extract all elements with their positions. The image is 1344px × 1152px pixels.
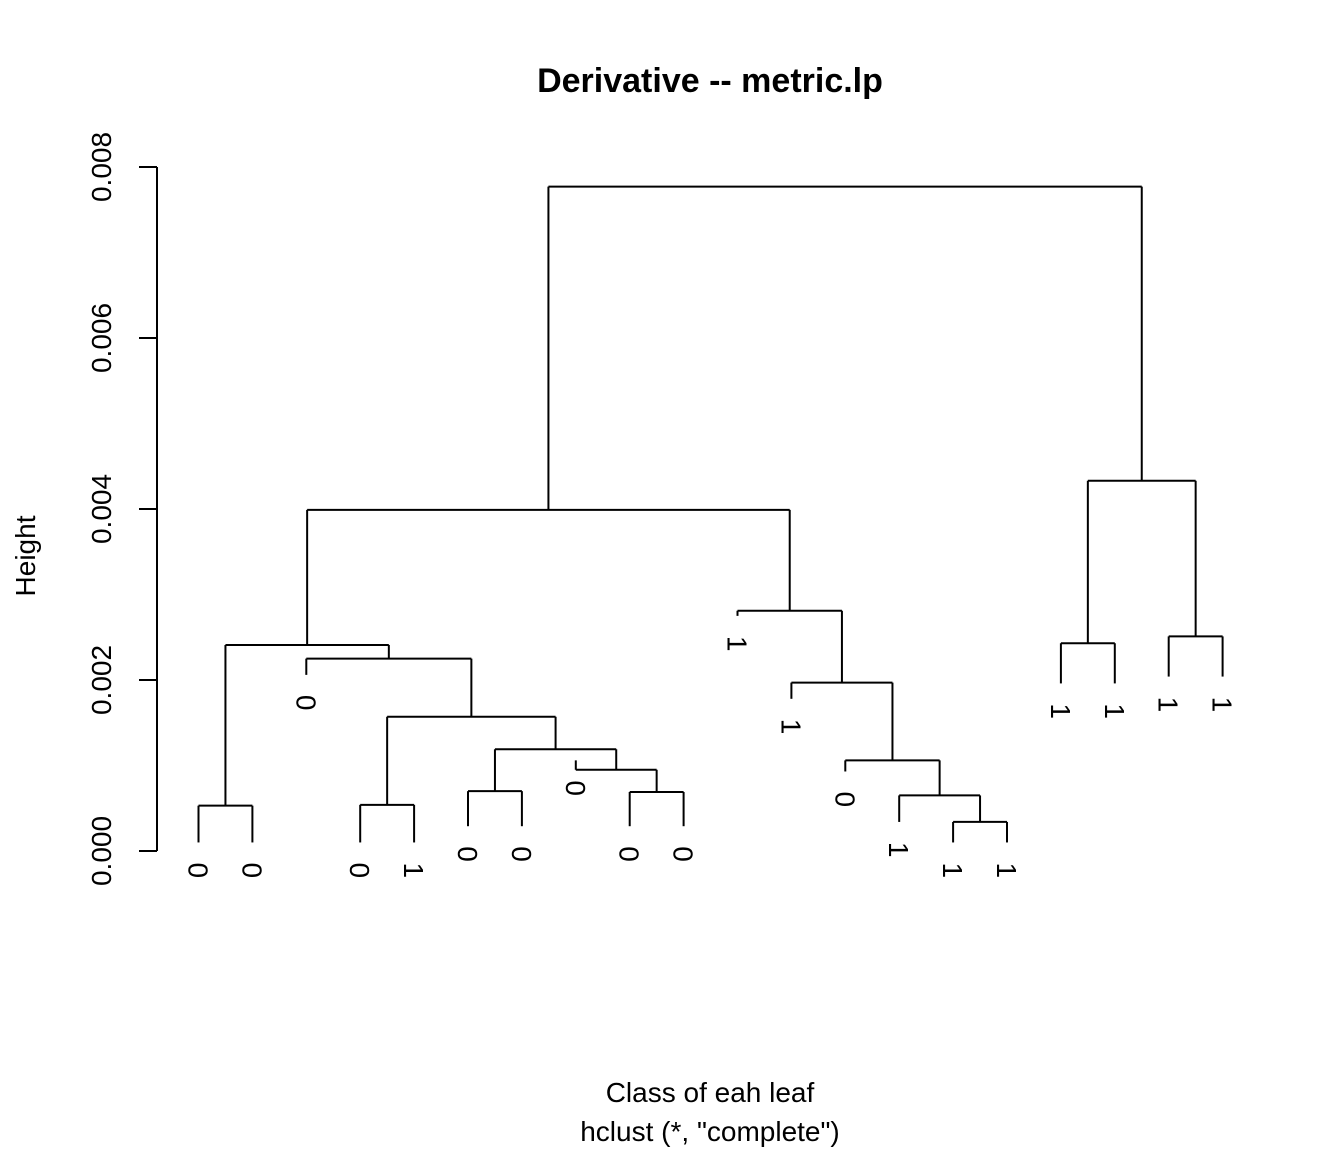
- leaf-label: 0: [614, 846, 645, 862]
- dendrogram-branches: [197, 185, 1224, 843]
- y-axis-label: Height: [10, 515, 41, 596]
- leaf-label: 0: [290, 695, 321, 711]
- leaf-label: 1: [937, 862, 968, 878]
- y-tick-label: 0.006: [86, 303, 117, 373]
- leaf-label: 0: [668, 846, 699, 862]
- leaf-label: 0: [829, 791, 860, 807]
- leaf-label: 1: [722, 636, 753, 652]
- leaf-label: 0: [452, 846, 483, 862]
- leaf-labels: 0 0 0 0 1 0 0 0 0 0 1 1 0 1 1 1 1 1 1 1: [183, 636, 1238, 878]
- leaf-label: 1: [775, 719, 806, 735]
- y-tick-label: 0.004: [86, 474, 117, 544]
- y-axis: 0.000 0.002 0.004 0.006 0.008: [86, 132, 158, 886]
- y-tick-label: 0.000: [86, 816, 117, 886]
- leaf-label: 1: [1045, 703, 1076, 719]
- leaf-label: 1: [1153, 697, 1184, 713]
- leaf-label: 0: [236, 862, 267, 878]
- y-tick-label: 0.008: [86, 132, 117, 202]
- leaf-label: 1: [398, 862, 429, 878]
- leaf-label: 0: [506, 846, 537, 862]
- leaf-label: 1: [1207, 697, 1238, 713]
- x-axis-label: Class of eah leaf: [606, 1077, 815, 1108]
- chart-sublabel: hclust (*, "complete"): [580, 1116, 840, 1147]
- leaf-label: 0: [183, 862, 214, 878]
- leaf-label: 1: [1099, 703, 1130, 719]
- chart-title: Derivative -- metric.lp: [537, 62, 883, 100]
- leaf-label: 0: [344, 862, 375, 878]
- y-tick-label: 0.002: [86, 645, 117, 715]
- leaf-label: 1: [883, 842, 914, 858]
- leaf-label: 1: [991, 862, 1022, 878]
- leaf-label: 0: [560, 780, 591, 796]
